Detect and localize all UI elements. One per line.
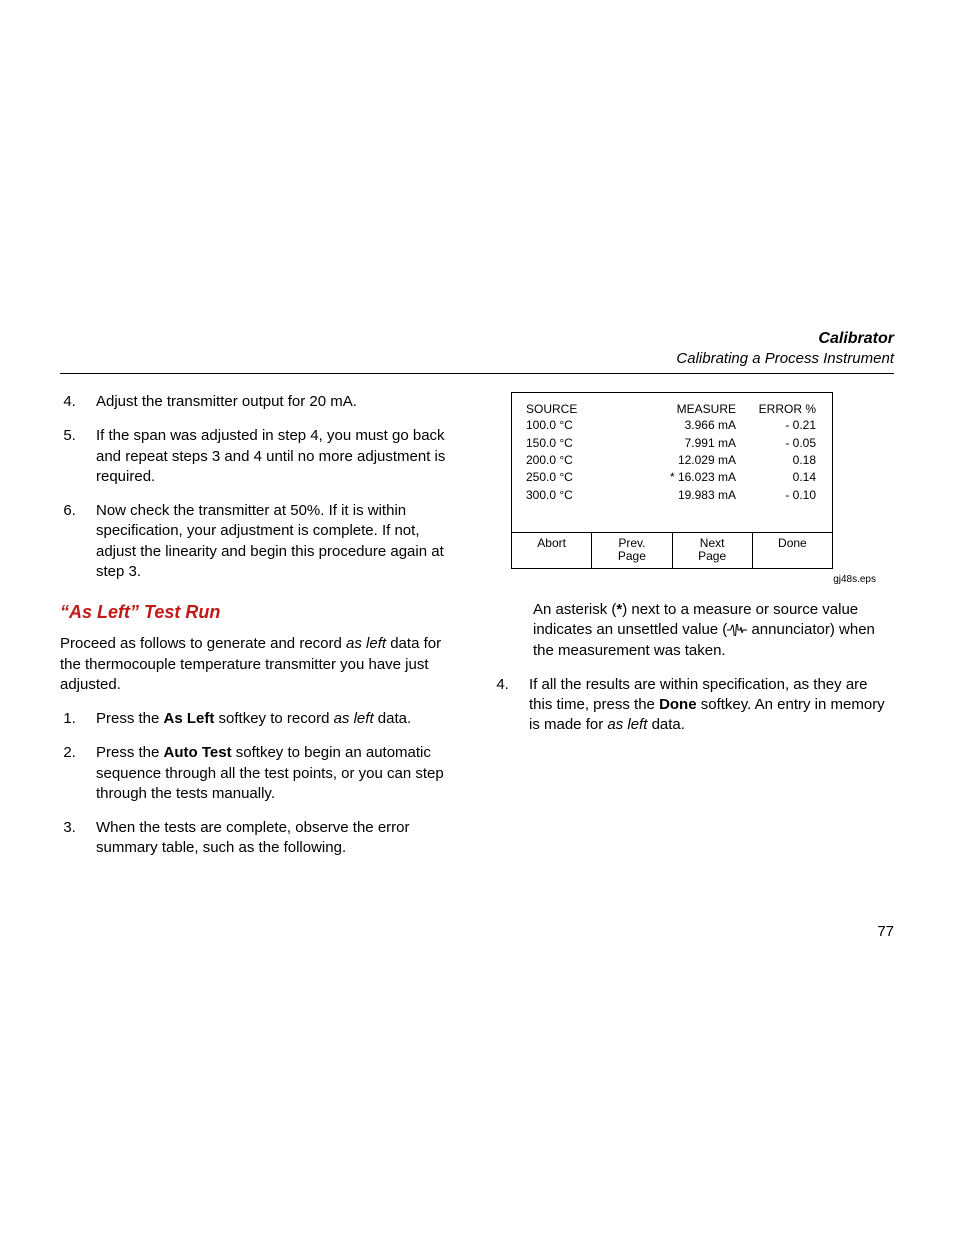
asterisk-note: An asterisk (*) next to a measure or sou…	[533, 600, 894, 661]
softkey-abort[interactable]: Abort	[512, 533, 592, 567]
cell-err-3: 0.18	[736, 452, 816, 469]
s2b: Auto Test	[164, 744, 232, 761]
s4e: data.	[647, 716, 685, 733]
s1d: as left	[334, 710, 374, 727]
step-5: If the span was adjusted in step 4, you …	[80, 426, 461, 487]
cell-src-4: 250.0 °C	[526, 469, 616, 486]
continuing-steps-list: Adjust the transmitter output for 20 mA.…	[60, 392, 461, 582]
softkey-prev-page[interactable]: Prev. Page	[592, 533, 672, 567]
header-title: Calibrator	[60, 330, 894, 348]
lcd-table: SOURCE MEASURE ERROR % 100.0 °C 3.966 mA…	[512, 393, 832, 532]
cell-err-4: 0.14	[736, 469, 816, 486]
lcd-col-source: SOURCE	[526, 401, 616, 417]
s4b: Done	[659, 696, 697, 713]
cell-src-5: 300.0 °C	[526, 487, 616, 504]
s1e: data.	[374, 710, 412, 727]
as-left-step-1: Press the As Left softkey to record as l…	[80, 709, 461, 729]
lcd-row-1: 100.0 °C 3.966 mA - 0.21	[526, 417, 818, 434]
intro-term: as left	[346, 635, 386, 652]
lcd-header-row: SOURCE MEASURE ERROR %	[526, 401, 818, 417]
as-left-step-3: When the tests are complete, observe the…	[80, 818, 461, 859]
section-heading-as-left: “As Left” Test Run	[60, 600, 461, 624]
step-6: Now check the transmitter at 50%. If it …	[80, 501, 461, 582]
cell-mea-3: 12.029 mA	[616, 452, 736, 469]
s1a: Press the	[96, 710, 164, 727]
cell-err-1: - 0.21	[736, 417, 816, 434]
lcd-row-4: 250.0 °C * 16.023 mA 0.14	[526, 469, 818, 486]
s2a: Press the	[96, 744, 164, 761]
cell-src-2: 150.0 °C	[526, 435, 616, 452]
cell-mea-5: 19.983 mA	[616, 487, 736, 504]
page-number: 77	[877, 923, 894, 940]
lcd-figure: SOURCE MEASURE ERROR % 100.0 °C 3.966 mA…	[511, 392, 894, 569]
note-a: An asterisk (	[533, 601, 616, 618]
s1b: As Left	[164, 710, 215, 727]
intro-pre: Proceed as follows to generate and recor…	[60, 635, 346, 652]
as-left-steps-list: Press the As Left softkey to record as l…	[60, 709, 461, 859]
lcd-softkey-row: Abort Prev. Page Next Page Done	[512, 532, 832, 567]
left-column: Adjust the transmitter output for 20 mA.…	[60, 392, 461, 873]
header-rule	[60, 373, 894, 374]
header-subtitle: Calibrating a Process Instrument	[60, 350, 894, 367]
lcd-row-2: 150.0 °C 7.991 mA - 0.05	[526, 435, 818, 452]
s4d: as left	[607, 716, 647, 733]
lcd-col-measure: MEASURE	[616, 401, 736, 417]
s1c: softkey to record	[214, 710, 333, 727]
lcd-row-5: 300.0 °C 19.983 mA - 0.10	[526, 487, 818, 504]
lcd-row-3: 200.0 °C 12.029 mA 0.18	[526, 452, 818, 469]
cell-err-5: - 0.10	[736, 487, 816, 504]
right-column: SOURCE MEASURE ERROR % 100.0 °C 3.966 mA…	[493, 392, 894, 873]
cell-mea-4: * 16.023 mA	[616, 469, 736, 486]
lcd-col-error: ERROR %	[736, 401, 816, 417]
page: Calibrator Calibrating a Process Instrum…	[0, 0, 954, 1235]
cell-mea-1: 3.966 mA	[616, 417, 736, 434]
two-column-layout: Adjust the transmitter output for 20 mA.…	[60, 392, 894, 873]
cell-src-3: 200.0 °C	[526, 452, 616, 469]
intro-paragraph: Proceed as follows to generate and recor…	[60, 634, 461, 695]
lcd-screen: SOURCE MEASURE ERROR % 100.0 °C 3.966 mA…	[511, 392, 833, 569]
page-header: Calibrator Calibrating a Process Instrum…	[60, 330, 894, 367]
as-left-step-4: If all the results are within specificat…	[513, 675, 894, 736]
as-left-step-2: Press the Auto Test softkey to begin an …	[80, 743, 461, 804]
as-left-steps-list-cont: If all the results are within specificat…	[493, 675, 894, 736]
cell-src-1: 100.0 °C	[526, 417, 616, 434]
cell-mea-2: 7.991 mA	[616, 435, 736, 452]
cell-err-2: - 0.05	[736, 435, 816, 452]
step-4: Adjust the transmitter output for 20 mA.	[80, 392, 461, 412]
softkey-done[interactable]: Done	[753, 533, 832, 567]
figure-caption: gj48s.eps	[493, 573, 876, 587]
annunciator-icon	[727, 621, 747, 638]
softkey-next-page[interactable]: Next Page	[673, 533, 753, 567]
